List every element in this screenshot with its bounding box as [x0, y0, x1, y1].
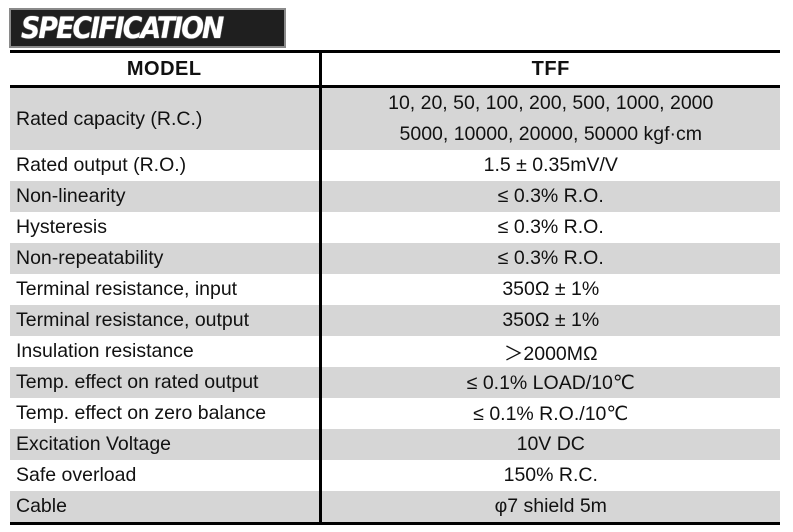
value-cell: 150% R.C. — [503, 464, 598, 486]
value-cell: 10, 20, 50, 100, 200, 500, 1000, 2000 50… — [320, 86, 780, 150]
table-row: Temp. effect on zero balance ≤ 0.1% R.O.… — [10, 398, 780, 429]
parameter-cell: Rated capacity (R.C.) — [10, 86, 322, 150]
value-cell: 1.5 ± 0.35mV/V — [483, 154, 618, 176]
value-cell: φ7 shield 5m — [320, 491, 780, 524]
value-cell: ＞2000MΩ — [503, 343, 598, 365]
parameter-cell: Safe overload — [10, 460, 322, 491]
section-title: SPECIFICATION — [21, 11, 224, 45]
model-column-header: MODEL — [10, 51, 322, 88]
parameter-cell: Excitation Voltage — [10, 429, 322, 460]
parameter-cell: Temp. effect on rated output — [10, 367, 322, 398]
parameter-cell: Temp. effect on zero balance — [10, 398, 322, 429]
table-row: Cable φ7 shield 5m — [10, 491, 780, 524]
parameter-cell: Terminal resistance, input — [10, 274, 322, 305]
value-cell: ≤ 0.3% R.O. — [320, 243, 780, 274]
specification-table: MODEL TFF Rated capacity (R.C.) 10, 20, … — [10, 50, 780, 525]
table-row: Rated capacity (R.C.) 10, 20, 50, 100, 2… — [10, 86, 780, 150]
table-row: Temp. effect on rated output ≤ 0.1% LOAD… — [10, 367, 780, 398]
table-row: Non-linearity ≤ 0.3% R.O. — [10, 181, 780, 212]
parameter-cell: Non-repeatability — [10, 243, 322, 274]
table-row: Terminal resistance, input 350Ω ± 1% — [10, 274, 780, 305]
value-line: 5000, 10000, 20000, 50000 kgf·cm — [399, 123, 702, 145]
value-cell: 350Ω ± 1% — [320, 305, 780, 336]
table-row: Hysteresis ≤ 0.3% R.O. — [10, 212, 780, 243]
parameter-cell: Cable — [10, 491, 322, 524]
value-cell: 10V DC — [320, 429, 780, 460]
parameter-cell: Hysteresis — [10, 212, 322, 243]
table-row: Excitation Voltage 10V DC — [10, 429, 780, 460]
parameter-cell: Non-linearity — [10, 181, 322, 212]
value-cell: ≤ 0.3% R.O. — [320, 181, 780, 212]
value-cell: ≤ 0.1% R.O./10℃ — [473, 402, 629, 425]
product-column-header: TFF — [320, 51, 780, 88]
table-row: Terminal resistance, output 350Ω ± 1% — [10, 305, 780, 336]
value-cell: ≤ 0.1% LOAD/10℃ — [320, 367, 780, 398]
table-row: Insulation resistance ＞2000MΩ — [10, 336, 780, 367]
table-row: Rated output (R.O.) 1.5 ± 0.35mV/V — [10, 150, 780, 181]
value-line: 10, 20, 50, 100, 200, 500, 1000, 2000 — [388, 92, 714, 114]
table-header-row: MODEL TFF — [10, 51, 780, 88]
table-row: Non-repeatability ≤ 0.3% R.O. — [10, 243, 780, 274]
parameter-cell: Rated output (R.O.) — [10, 150, 322, 181]
parameter-cell: Terminal resistance, output — [10, 305, 322, 336]
table-row: Safe overload 150% R.C. — [10, 460, 780, 491]
value-cell: 350Ω ± 1% — [502, 278, 600, 300]
section-title-banner: SPECIFICATION — [9, 8, 286, 48]
parameter-cell: Insulation resistance — [10, 336, 322, 367]
value-cell: ≤ 0.3% R.O. — [497, 216, 604, 238]
